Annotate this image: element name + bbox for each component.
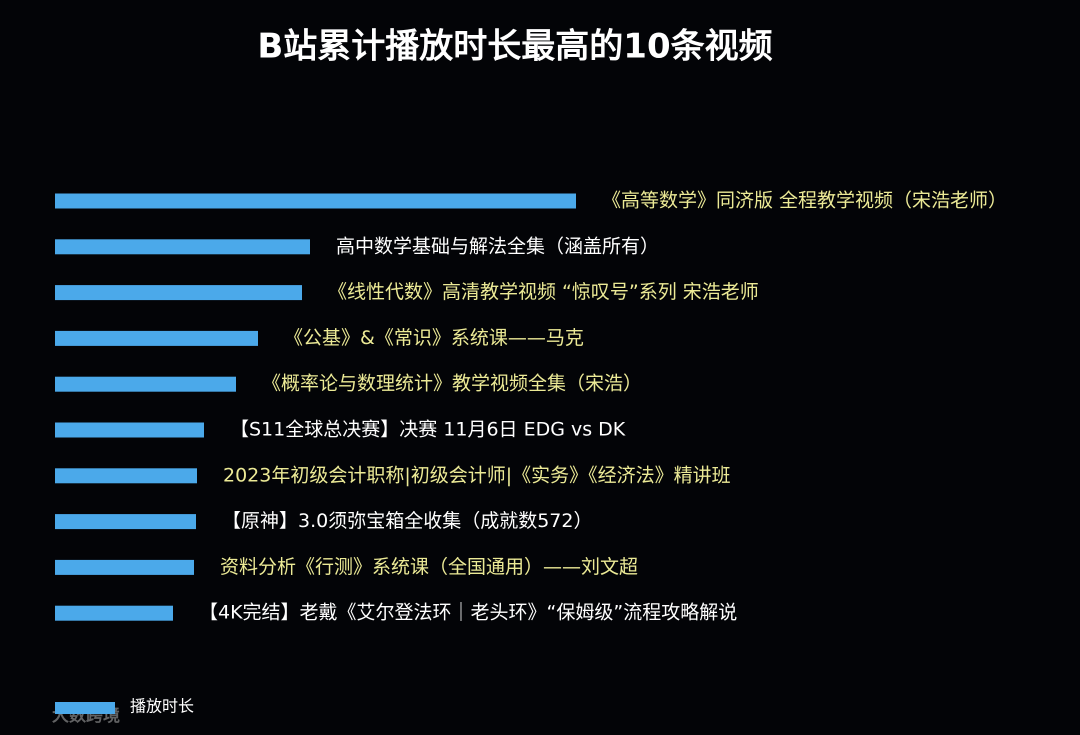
bar-label: 《高等数学》同济版 全程教学视频（宋浩老师） [602,190,1007,212]
bar [55,330,258,346]
chart-title: B站累计播放时长最高的10条视频 [257,27,772,67]
bar [55,468,197,484]
bar [55,422,204,438]
bar [55,239,310,255]
bar-label: 《线性代数》高清教学视频 “惊叹号”系列 宋浩老师 [328,281,759,303]
bar [55,605,173,621]
bar [55,193,576,209]
legend-swatch [55,702,115,714]
bar-label: 【原神】3.0须弥宝箱全收集（成就数572） [222,510,592,532]
bar-label: 【S11全球总决赛】决赛 11月6日 EDG vs DK [230,419,626,441]
bar [55,559,194,575]
bar-label: 高中数学基础与解法全集（涵盖所有） [336,235,659,257]
legend-label: 播放时长 [130,697,194,716]
bar-label: 【4K完结】老戴《艾尔登法环｜老头环》“保姆级”流程攻略解说 [199,602,737,624]
bar [55,285,302,301]
bar-label: 资料分析《行测》系统课（全国通用）——刘文超 [220,556,638,578]
bar-label: 《公基》&《常识》系统课——马克 [284,327,584,349]
bar [55,514,196,530]
bar-label: 《概率论与数理统计》教学视频全集（宋浩） [262,373,642,395]
bar-label: 2023年初级会计职称|初级会计师|《实务》《经济法》精讲班 [223,464,731,486]
bar [55,376,236,392]
